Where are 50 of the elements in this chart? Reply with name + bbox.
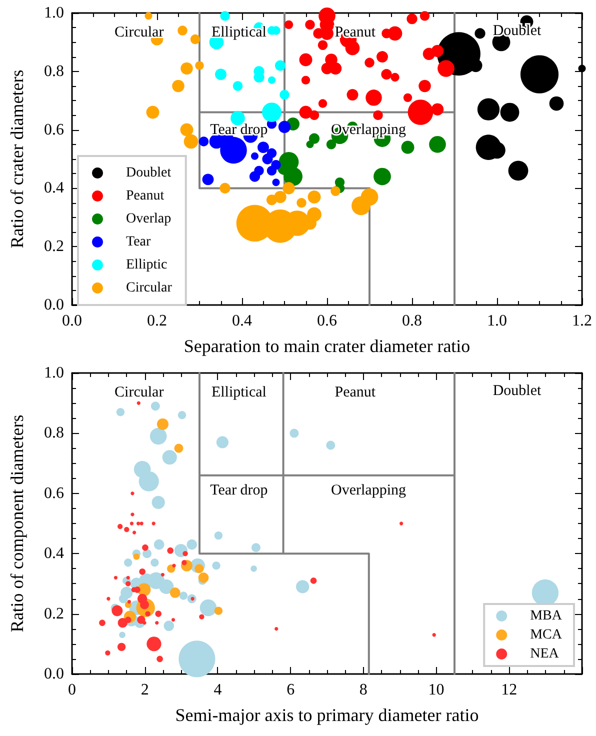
legend-label: Overlap xyxy=(126,212,172,226)
x-tick-label: 10 xyxy=(428,682,444,698)
y-tick-label: 0.2 xyxy=(44,605,64,622)
annotation: Doublet xyxy=(492,23,542,39)
annotation: Peanut xyxy=(334,384,376,401)
y-tick-label: 0.0 xyxy=(44,296,64,314)
y-axis-title: Ratio of component diameters xyxy=(7,414,27,632)
y-tick-label: 0.2 xyxy=(44,238,64,256)
x-tick-label: 0.8 xyxy=(402,312,422,330)
y-tick-label: 0.6 xyxy=(44,484,64,502)
x-axis-title: Separation to main crater diameter ratio xyxy=(184,336,470,356)
annotation: Elliptical xyxy=(211,24,266,40)
y-axis-title: Ratio of crater diameters xyxy=(7,70,27,248)
x-tick-label: 0.6 xyxy=(317,312,337,330)
y-tick-label: 0.6 xyxy=(44,121,64,138)
x-tick-label: 6 xyxy=(286,682,295,698)
x-tick-label: 8 xyxy=(359,682,368,698)
annotation: Overlapping xyxy=(331,482,406,498)
legend-label: Circular xyxy=(126,280,172,296)
legend-label: Doublet xyxy=(126,166,172,180)
legend-label: NEA xyxy=(530,646,560,662)
legend-label: Elliptic xyxy=(126,258,168,272)
y-tick-label: 0.0 xyxy=(44,666,64,682)
legend-label: MBA xyxy=(530,608,563,624)
y-tick-label: 0.8 xyxy=(44,424,64,442)
annotation: Doublet xyxy=(492,383,542,400)
x-tick-label: 1.0 xyxy=(487,312,507,330)
annotation: Circular xyxy=(114,384,164,401)
x-tick-label: 2 xyxy=(140,682,149,698)
legend-label: MCA xyxy=(530,628,563,642)
y-tick-label: 0.4 xyxy=(44,180,64,197)
annotation: Peanut xyxy=(334,24,376,40)
y-tick-label: 0.8 xyxy=(44,62,64,80)
y-tick-label: 1.0 xyxy=(44,364,64,382)
y-tick-label: 0.4 xyxy=(44,545,64,562)
annotation: Elliptical xyxy=(211,384,266,401)
annotation: Tear drop xyxy=(210,122,268,138)
legend-label: Peanut xyxy=(126,188,164,204)
annotation: Circular xyxy=(114,24,164,40)
x-axis-title: Semi-major axis to primary diameter ratio xyxy=(175,705,479,725)
x-tick-label: 0.0 xyxy=(62,312,82,330)
x-tick-label: 0.4 xyxy=(232,312,252,330)
x-tick-label: 1.2 xyxy=(572,312,592,330)
x-tick-label: 0 xyxy=(68,682,76,698)
legend-label: Tear xyxy=(126,234,151,250)
x-tick-label: 4 xyxy=(214,682,222,698)
x-tick-label: 0.2 xyxy=(147,312,167,330)
y-tick-label: 1.0 xyxy=(44,4,64,22)
x-tick-label: 12 xyxy=(501,682,518,698)
annotation: Tear drop xyxy=(210,482,268,498)
